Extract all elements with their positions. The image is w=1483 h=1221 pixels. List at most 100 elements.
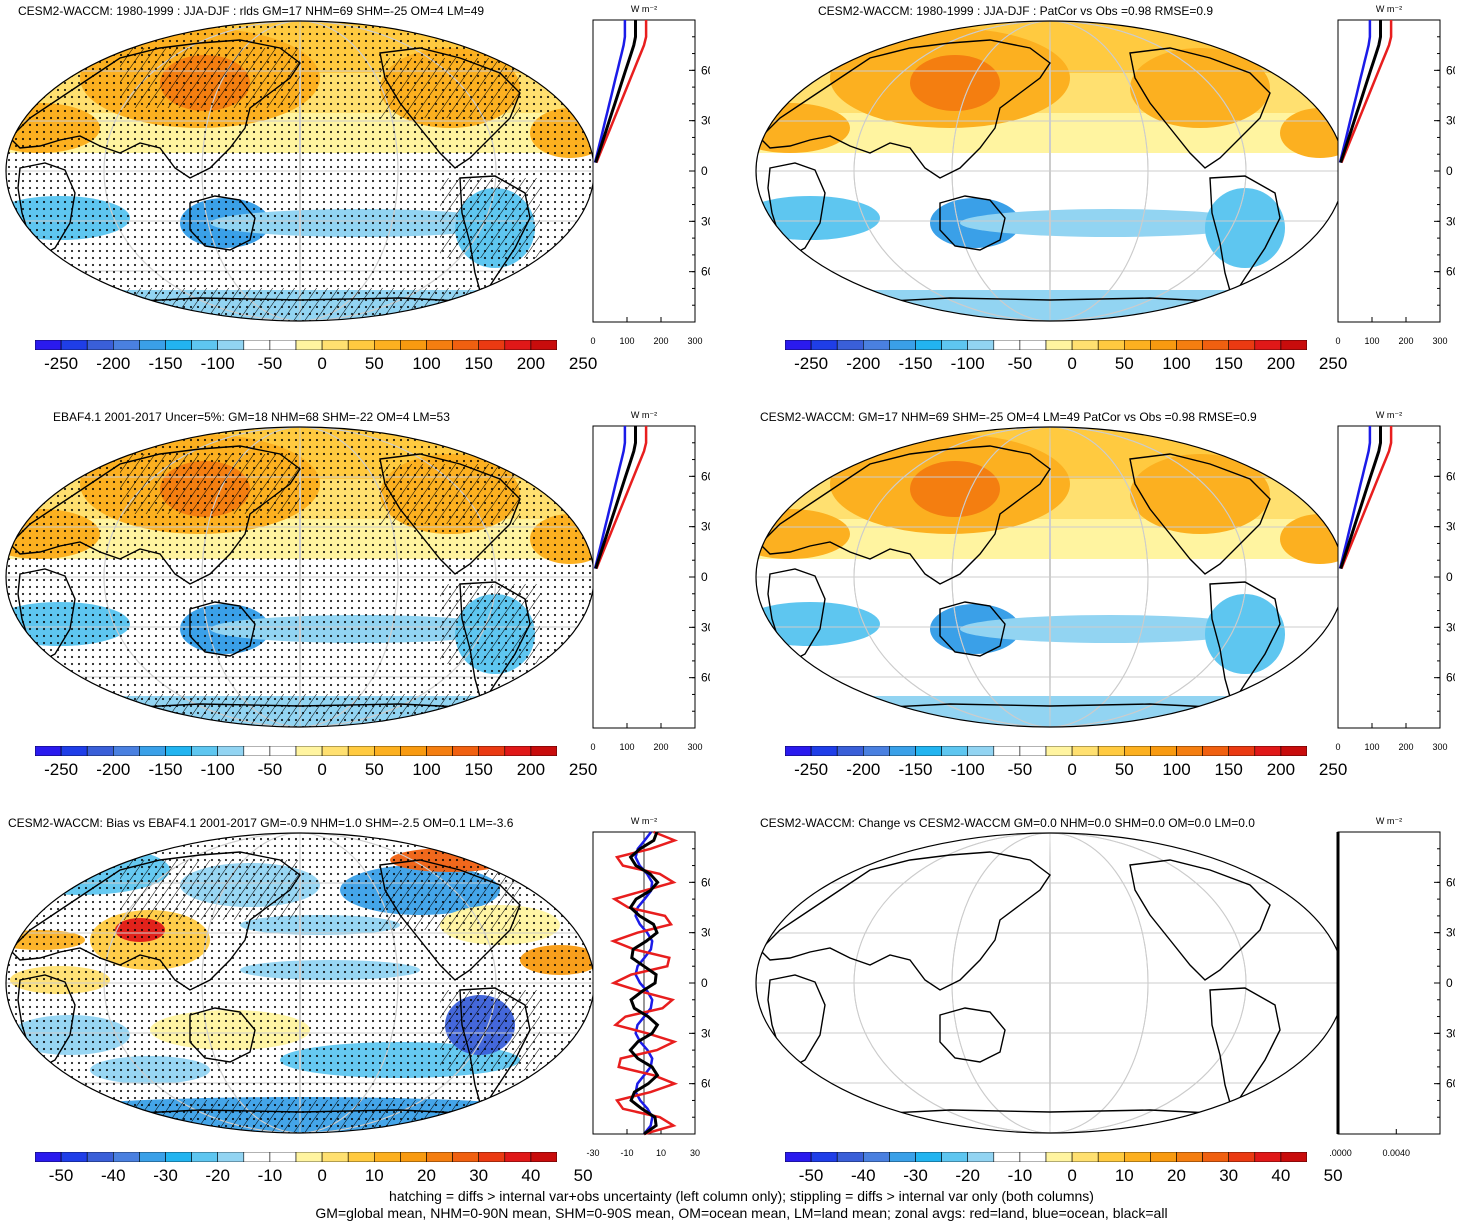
colorbar-tick-label: 200: [1266, 354, 1296, 373]
colorbar-swatch: [785, 746, 812, 756]
colorbar-swatch: [60, 1152, 88, 1162]
colorbar-tick-label: 100: [412, 354, 441, 373]
colorbar-swatch: [243, 746, 271, 756]
colorbar-swatch: [1150, 1152, 1177, 1162]
colorbar-swatch: [478, 340, 506, 350]
colorbar-swatch: [863, 746, 890, 756]
colorbar-swatch: [1202, 746, 1230, 756]
footer-note-hatching: hatching = diffs > internal var+obs unce…: [389, 1188, 1094, 1204]
colorbar-tick-label: 200: [516, 760, 546, 779]
profile-units: W m⁻²: [1376, 4, 1402, 14]
latitude-label: 60S: [1446, 1077, 1455, 1091]
colorbar-swatch: [321, 340, 349, 350]
colorbar-swatch: [1019, 746, 1047, 756]
latitude-label: 60S: [701, 1077, 710, 1091]
coastline-australia: [189, 195, 256, 251]
colorbar-swatch: [1045, 746, 1073, 756]
latitude-label: 60S: [1446, 265, 1455, 279]
profile-x-tick: 10: [656, 1148, 666, 1158]
colorbar-tick-label: 100: [412, 760, 441, 779]
colorbar-tick-label: 150: [1214, 760, 1243, 779]
colorbar-tick-label: 200: [516, 354, 546, 373]
colorbar-swatch: [191, 1152, 219, 1162]
colorbar-swatch: [295, 1152, 323, 1162]
colorbar-tick-label: -10: [1007, 1166, 1033, 1185]
profile-x-tick: 100: [1364, 742, 1379, 752]
colorbar-swatch: [191, 746, 219, 756]
latitude-label: 30N: [1446, 520, 1455, 534]
zonal-line-all: [1339, 426, 1382, 570]
colorbar-tick-label: -30: [903, 1166, 928, 1185]
profile-x-tick: 300: [687, 742, 702, 752]
colorbar-swatch: [35, 340, 62, 350]
zonal-profile-5: W m⁻² 60N 30N 0 30S 60S -30 -10 10 30: [586, 816, 710, 1158]
colorbar-tick-label: -200: [846, 354, 881, 373]
colorbar-swatch: [1019, 340, 1047, 350]
zonal-line-land: [595, 426, 648, 570]
colorbar-swatch: [60, 340, 88, 350]
coastline-southAmerica: [1209, 581, 1281, 706]
panel-2-title: CESM2-WACCM: 1980-1999 : JJA-DJF : PatCo…: [818, 4, 1214, 18]
colorbar-swatch: [836, 340, 864, 350]
colorbar-tick-label: 100: [1162, 760, 1191, 779]
colorbar-tick-label: -250: [44, 760, 79, 779]
colorbar-swatch: [113, 1152, 140, 1162]
latitude-label: 30S: [1446, 214, 1455, 228]
profile-x-tick: 0: [590, 336, 595, 346]
colorbar-tick-label: -50: [257, 760, 283, 779]
colorbar-tick-label: -200: [96, 354, 131, 373]
colorbar-swatch: [243, 1152, 271, 1162]
colorbar-swatch: [295, 746, 323, 756]
zonal-line-ocean: [593, 426, 627, 569]
coastline-northAmerica: [379, 47, 521, 169]
colorbar-swatch: [269, 1152, 297, 1162]
profile-x-tick: 100: [619, 336, 634, 346]
colorbar-swatch: [217, 746, 245, 756]
colorbar-swatch: [915, 746, 942, 756]
colorbar-swatch: [993, 746, 1021, 756]
colorbar-tick-label: -50: [48, 1166, 74, 1185]
zonal-line-ocean: [1338, 20, 1372, 163]
coastline-northAmerica: [379, 453, 521, 575]
colorbar-tick-label: -100: [200, 760, 235, 779]
colorbar-tick-label: -100: [950, 354, 985, 373]
zonal-line-ocean: [1338, 426, 1372, 569]
colorbar-swatch: [1176, 746, 1203, 756]
colorbar-swatch: [1097, 340, 1125, 350]
latitude-label: 60N: [701, 63, 710, 77]
colorbar-swatch: [165, 746, 192, 756]
colorbar-tick-label: -20: [205, 1166, 230, 1185]
colorbar-tick-label: -250: [794, 354, 829, 373]
colorbar-tick-label: -40: [101, 1166, 126, 1185]
colorbar-swatch: [1019, 1152, 1047, 1162]
latitude-label: 30N: [701, 114, 710, 128]
colorbar-swatch: [1097, 746, 1125, 756]
colorbar-swatch: [530, 340, 557, 350]
colorbar-swatch: [478, 746, 506, 756]
profile-x-tick: 300: [1432, 336, 1447, 346]
colorbar-swatch: [967, 340, 995, 350]
colorbar-tick-label: -250: [794, 760, 829, 779]
colorbar-tick-label: -50: [1007, 760, 1033, 779]
colorbar-swatch: [243, 340, 271, 350]
colorbar-swatch: [1071, 340, 1099, 350]
zonal-profile-6: W m⁻² 60N 30N 0 30S 60S 0.0000 0.0040: [1330, 816, 1455, 1158]
colorbar-swatch: [426, 746, 453, 756]
colorbar-swatch: [347, 746, 375, 756]
coastline-australia: [189, 1007, 256, 1063]
profile-x-tick: 0: [1335, 742, 1340, 752]
coastline-europeAsia: [9, 851, 301, 991]
colorbar-1: -250 -200 -150 -100 -50 0 50 100 150 200 250: [35, 340, 597, 376]
latitude-label: 60N: [1446, 875, 1455, 889]
colorbar-swatch: [1071, 1152, 1099, 1162]
profile-units: W m⁻²: [1376, 816, 1402, 826]
colorbar-tick-label: -40: [851, 1166, 876, 1185]
zonal-profile-3: W m⁻² 60N 30N 0 30S 60S 0 100 200 300: [590, 410, 710, 752]
latitude-label: 0: [701, 570, 708, 584]
coastline-africa: [17, 568, 76, 663]
colorbar-tick-label: -150: [148, 354, 183, 373]
profile-units: W m⁻²: [631, 410, 657, 420]
colorbar-tick-label: 0: [317, 354, 327, 373]
colorbar-swatch: [86, 340, 114, 350]
latitude-label: 60S: [701, 265, 710, 279]
